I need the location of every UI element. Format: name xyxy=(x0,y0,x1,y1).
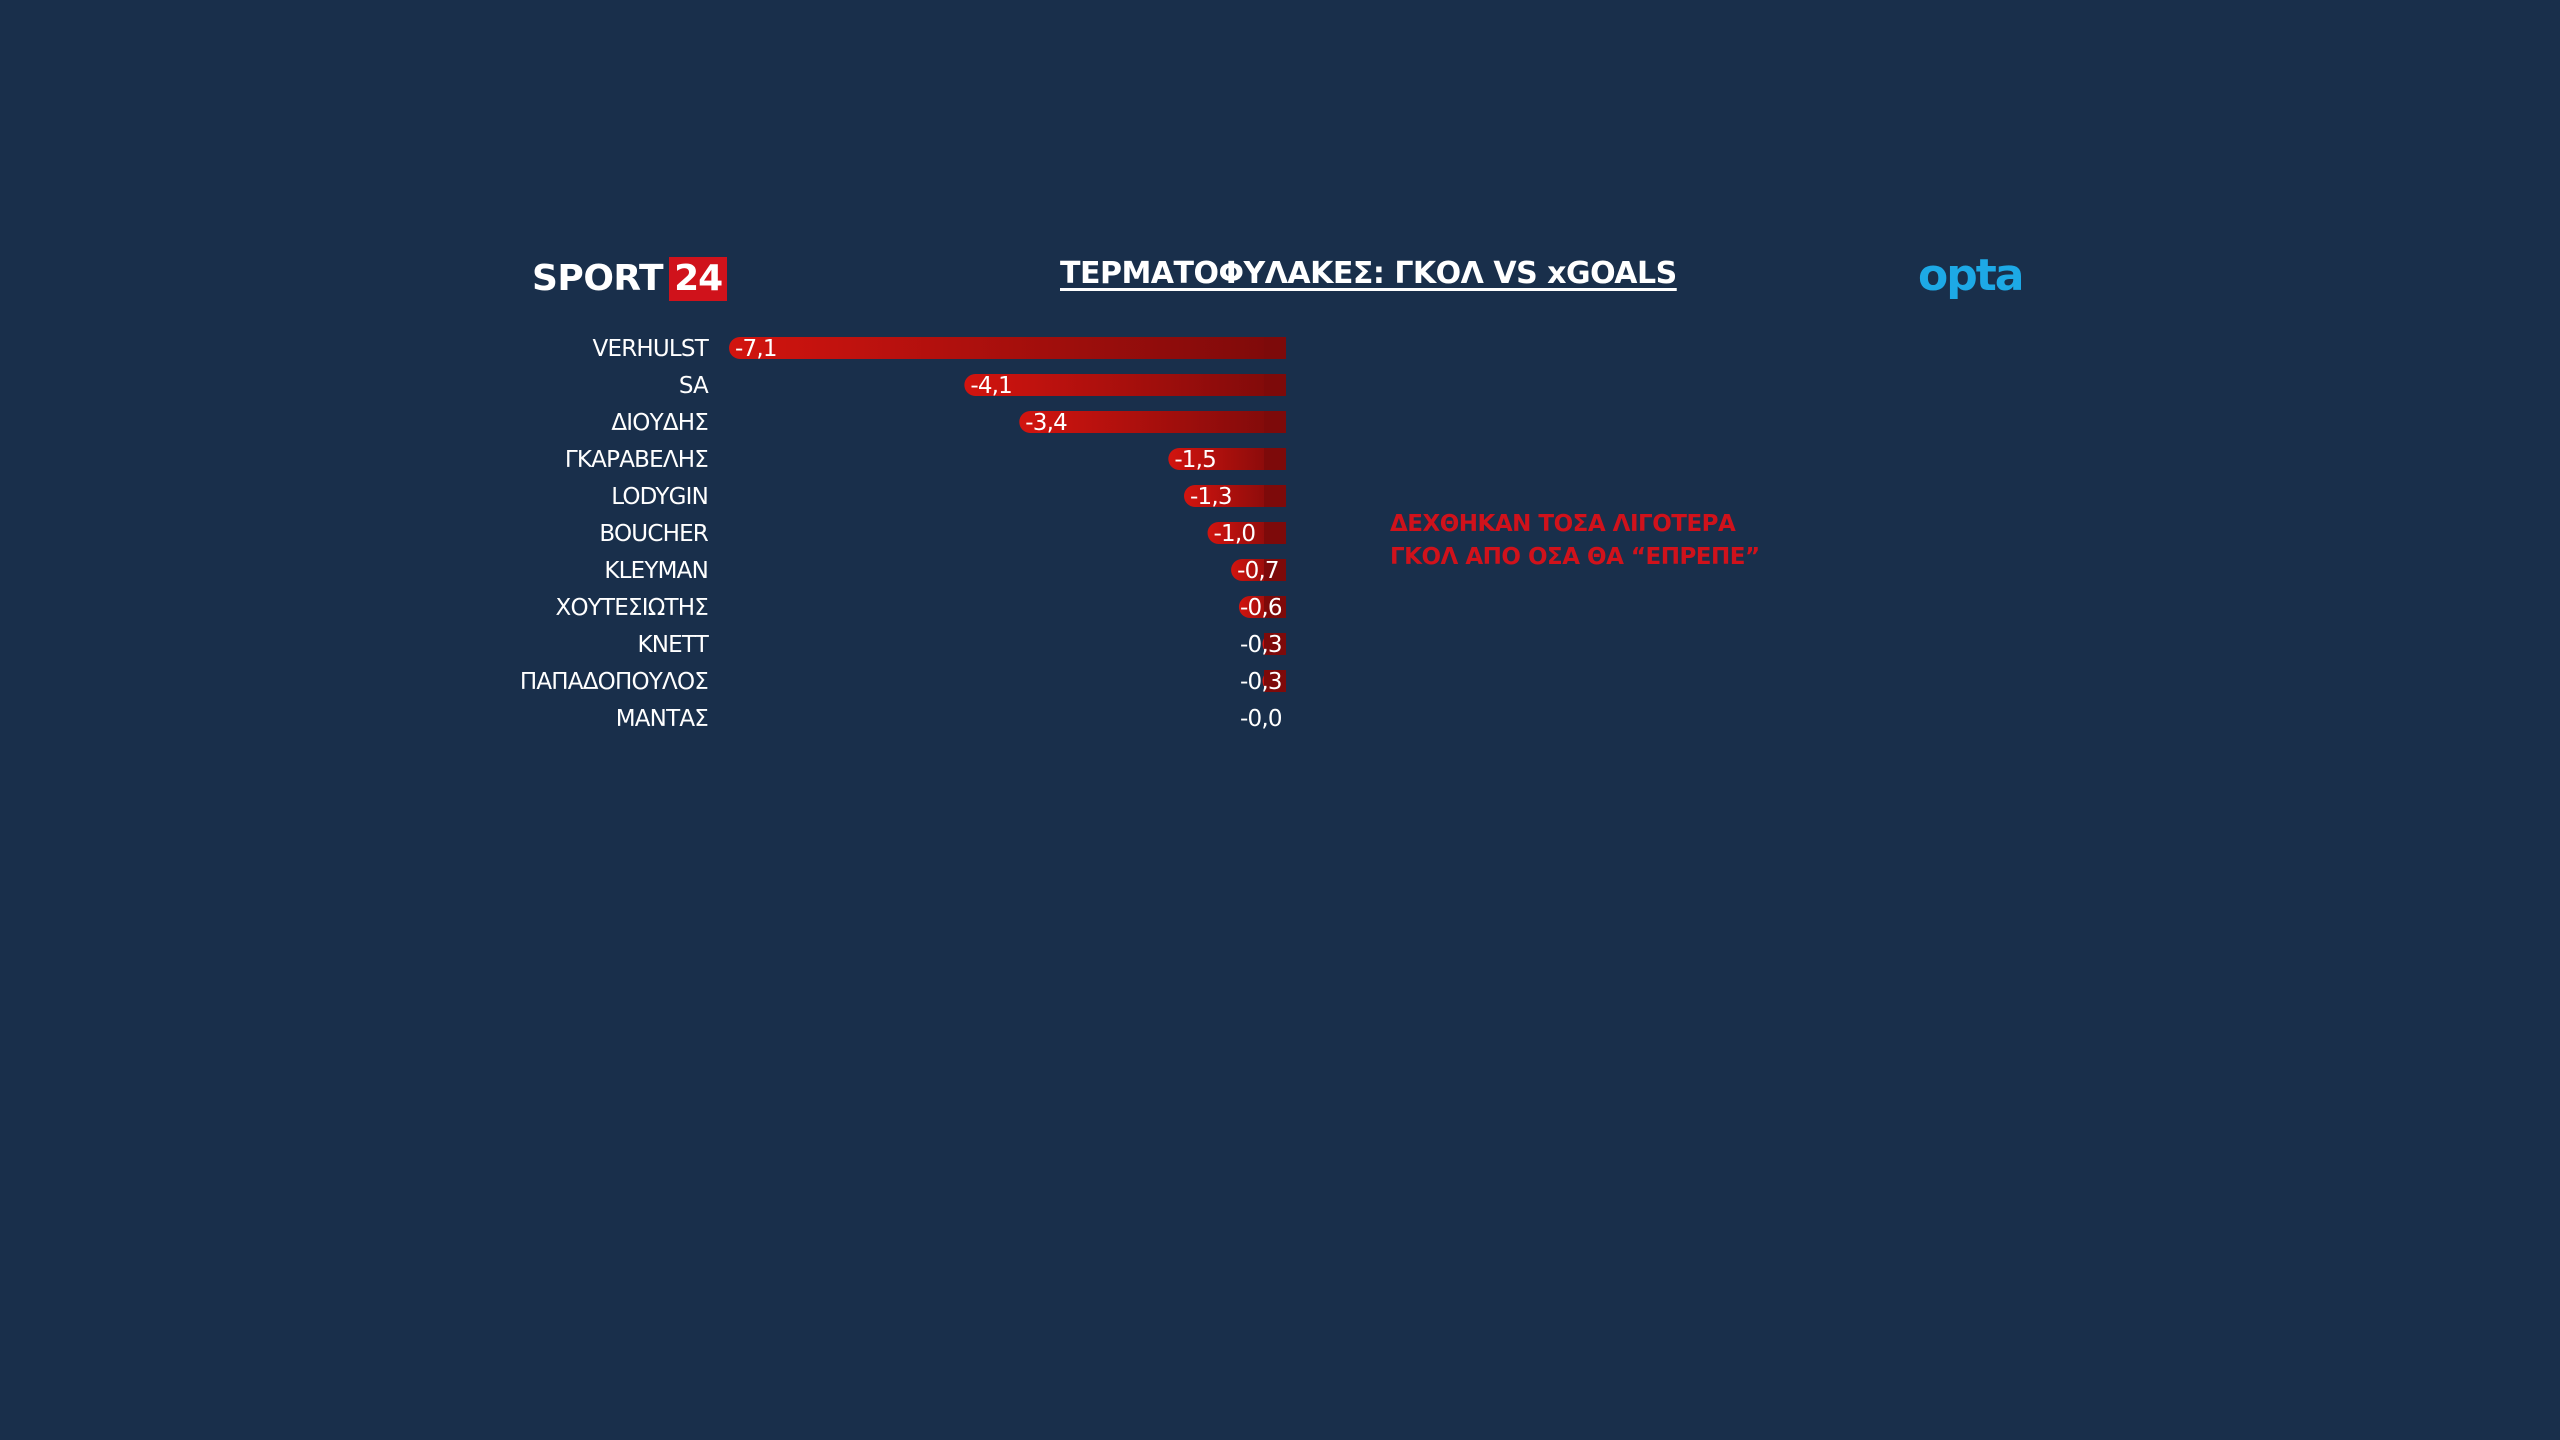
bar-end xyxy=(1264,485,1286,507)
value-label: -4,1 xyxy=(970,373,1012,399)
bar-end xyxy=(1264,596,1286,618)
value-label: -7,1 xyxy=(735,336,777,362)
opta-logo: opta xyxy=(1918,250,2024,301)
bars-layer: VERHULST -7,1 SA -4,1 ΔΙΟΥΔΗΣ -3,4 ΓΚΑΡΑΒΕΛΗΣ -… xyxy=(520,336,1286,732)
value-label: -0,6 xyxy=(1240,595,1282,621)
bar xyxy=(729,337,1286,359)
value-label: -3,4 xyxy=(1025,410,1067,436)
sport24-logo-word: SPORT xyxy=(532,258,664,299)
bar-end xyxy=(1264,337,1286,359)
category-label: KNETT xyxy=(637,632,709,658)
sport24-logo-number: 24 xyxy=(669,257,728,301)
bar-end xyxy=(1264,374,1286,396)
annotation-note: ΔΕΧΘΗΚΑΝ ΤΟΣΑ ΛΙΓΟΤΕΡΑ ΓΚΟΛ ΑΠΟ ΟΣΑ ΘΑ “… xyxy=(1390,508,1760,574)
category-label: VERHULST xyxy=(593,336,710,362)
bar xyxy=(1168,448,1286,470)
value-label: -1,5 xyxy=(1174,447,1216,473)
value-label: -0,3 xyxy=(1240,632,1282,658)
category-label: SA xyxy=(679,373,709,399)
chart-title: ΤΕΡΜΑΤΟΦΥΛΑΚΕΣ: ΓΚΟΛ VS xGOALS xyxy=(1060,256,1677,291)
value-label: -0,3 xyxy=(1240,669,1282,695)
value-label: -1,0 xyxy=(1214,521,1256,547)
bar xyxy=(1184,485,1286,507)
category-label: ΔΙΟΥΔΗΣ xyxy=(611,410,708,436)
bar-end xyxy=(1264,448,1286,470)
category-label: ΜΑΝΤΑΣ xyxy=(616,706,709,732)
value-label: -0,0 xyxy=(1240,706,1282,732)
annotation-line-1: ΔΕΧΘΗΚΑΝ ΤΟΣΑ ΛΙΓΟΤΕΡΑ xyxy=(1390,511,1736,537)
category-label: BOUCHER xyxy=(599,521,708,547)
category-label: ΧΟΥΤΕΣΙΩΤΗΣ xyxy=(556,595,709,621)
bar-end xyxy=(1264,670,1286,692)
value-label: -1,3 xyxy=(1190,484,1232,510)
annotation-line-2: ΓΚΟΛ ΑΠΟ ΟΣΑ ΘΑ “ΕΠΡΕΠΕ” xyxy=(1390,544,1760,570)
bar-end xyxy=(1264,633,1286,655)
category-label: LODYGIN xyxy=(611,484,708,510)
category-label: ΓΚΑΡΑΒΕΛΗΣ xyxy=(565,447,708,473)
category-label: ΠΑΠΑΔΟΠΟΥΛΟΣ xyxy=(520,669,708,695)
bar-end xyxy=(1264,522,1286,544)
bar-end xyxy=(1264,559,1286,581)
bar xyxy=(964,374,1286,396)
bar-end xyxy=(1264,411,1286,433)
value-label: -0,7 xyxy=(1237,558,1279,584)
bar xyxy=(1019,411,1286,433)
category-label: KLEYMAN xyxy=(604,558,708,584)
sport24-logo: SPORT 24 xyxy=(532,257,728,301)
